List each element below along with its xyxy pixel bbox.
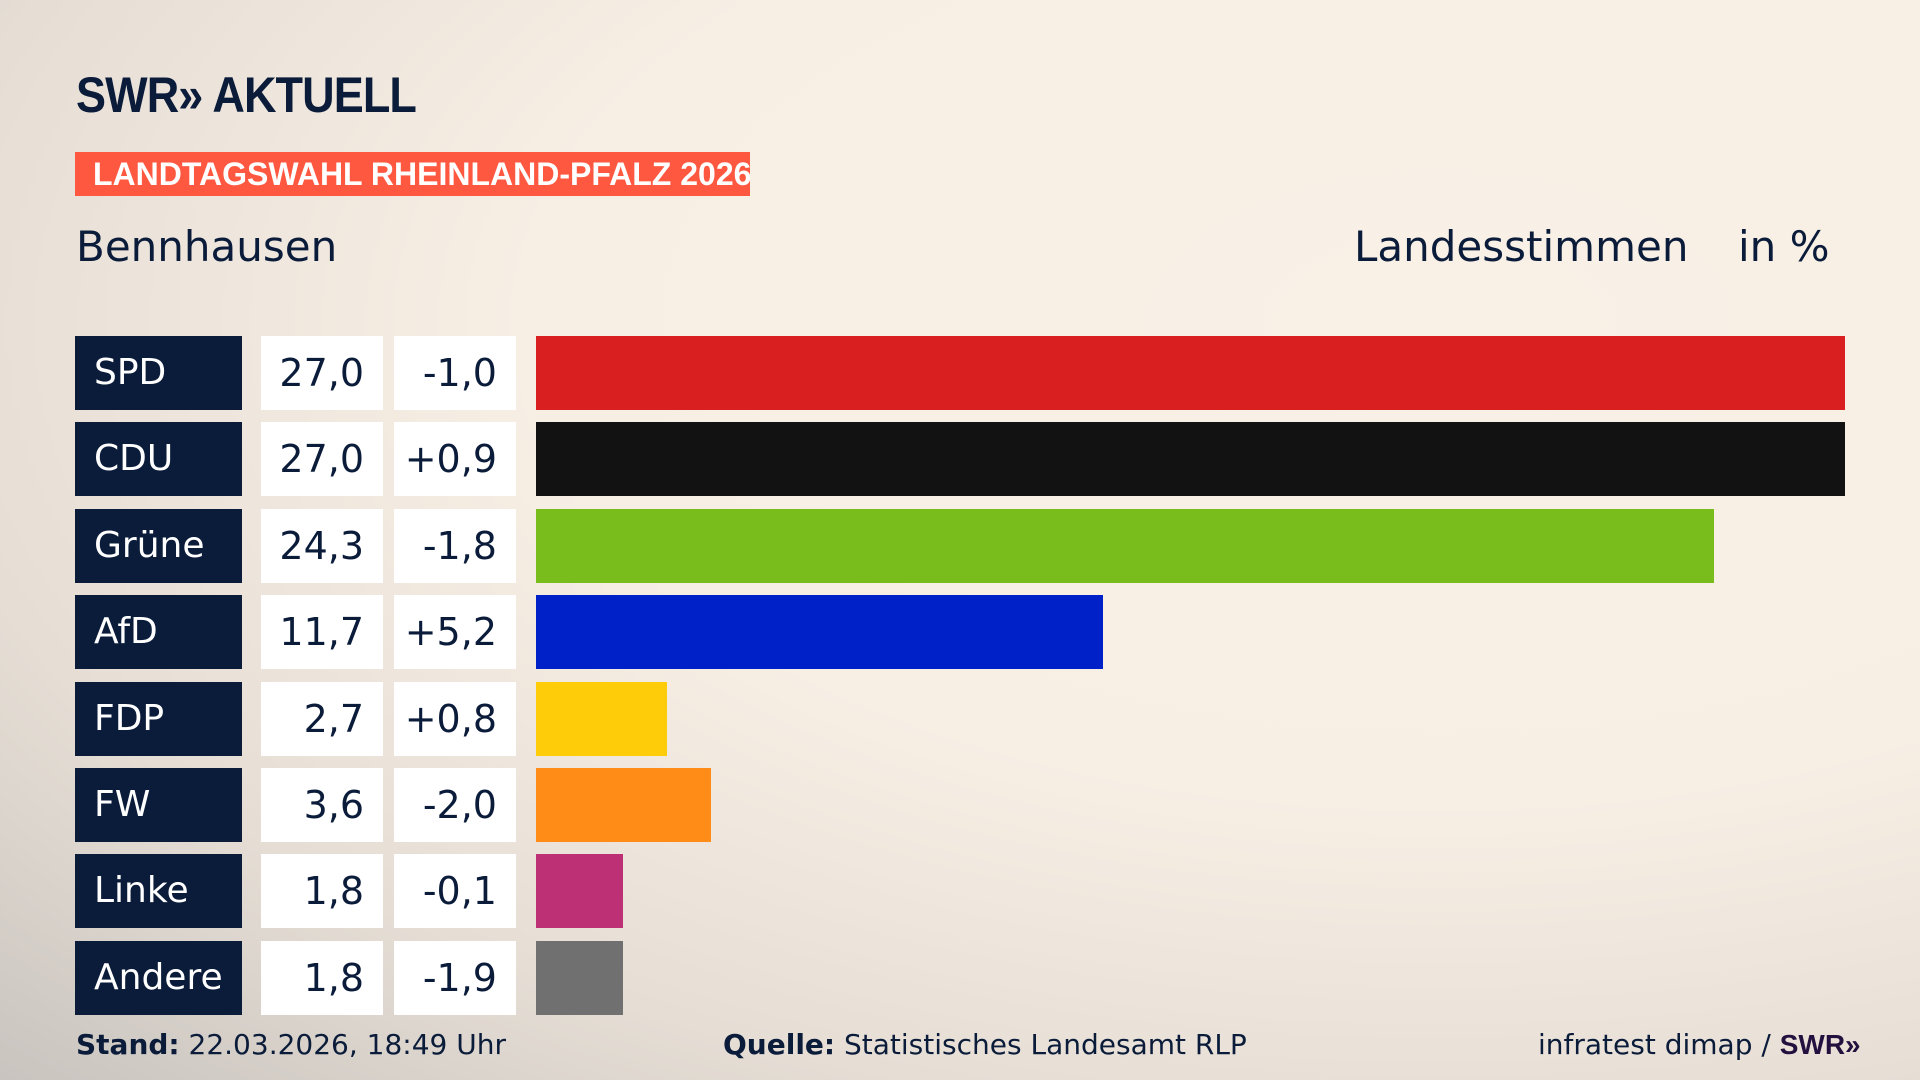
bar-linke xyxy=(536,854,624,929)
change-label: -2,0 xyxy=(394,768,516,842)
stand-value: 22.03.2026, 18:49 Uhr xyxy=(188,1028,506,1061)
vote-share-label: 2,7 xyxy=(261,681,383,756)
vote-share-label: 1,8 xyxy=(261,854,383,929)
source-label: Quelle: xyxy=(723,1028,836,1061)
timestamp: Stand: 22.03.2026, 18:49 Uhr xyxy=(76,1028,506,1061)
bar-spd xyxy=(536,336,1845,410)
change-label: -0,1 xyxy=(394,854,516,929)
unit-label: in % xyxy=(1738,222,1830,271)
party-label: FW xyxy=(75,768,242,842)
stand-label: Stand: xyxy=(76,1028,180,1061)
change-label: +5,2 xyxy=(394,595,516,670)
bar-andere xyxy=(536,940,624,1015)
source: Quelle: Statistisches Landesamt RLP xyxy=(723,1028,1247,1061)
party-label: Andere xyxy=(75,940,242,1015)
party-label: Grüne xyxy=(75,508,242,583)
change-label: -1,9 xyxy=(394,940,516,1015)
source-value: Statistisches Landesamt RLP xyxy=(844,1028,1247,1061)
bar-fw xyxy=(536,768,711,842)
bar-grüne xyxy=(536,508,1715,583)
party-label: AfD xyxy=(75,595,242,670)
vote-share-label: 11,7 xyxy=(261,595,383,670)
vote-type-label: Landesstimmen xyxy=(1354,222,1689,271)
bar-cdu xyxy=(536,422,1845,497)
swr-logo: SWR» xyxy=(1779,1029,1861,1060)
credit-text: infratest dimap / xyxy=(1538,1028,1771,1061)
party-label: Linke xyxy=(75,854,242,929)
change-label: -1,0 xyxy=(394,336,516,410)
election-banner: LANDTAGSWAHL RHEINLAND-PFALZ 2026 xyxy=(75,152,751,196)
change-label: -1,8 xyxy=(394,508,516,583)
change-label: +0,8 xyxy=(394,681,516,756)
bar-fdp xyxy=(536,681,667,756)
change-label: +0,9 xyxy=(394,422,516,497)
vote-share-label: 1,8 xyxy=(261,940,383,1015)
party-label: FDP xyxy=(75,681,242,756)
credit: infratest dimap / SWR» xyxy=(1538,1028,1861,1061)
vote-share-label: 3,6 xyxy=(261,768,383,842)
vote-share-label: 27,0 xyxy=(261,336,383,410)
swr-aktuell-logo: SWR» AKTUELL xyxy=(76,67,417,123)
vote-share-label: 24,3 xyxy=(261,508,383,583)
party-label: SPD xyxy=(75,336,242,410)
municipality-title: Bennhausen xyxy=(76,222,338,271)
party-label: CDU xyxy=(75,422,242,497)
bar-afd xyxy=(536,595,1104,670)
vote-share-label: 27,0 xyxy=(261,422,383,497)
